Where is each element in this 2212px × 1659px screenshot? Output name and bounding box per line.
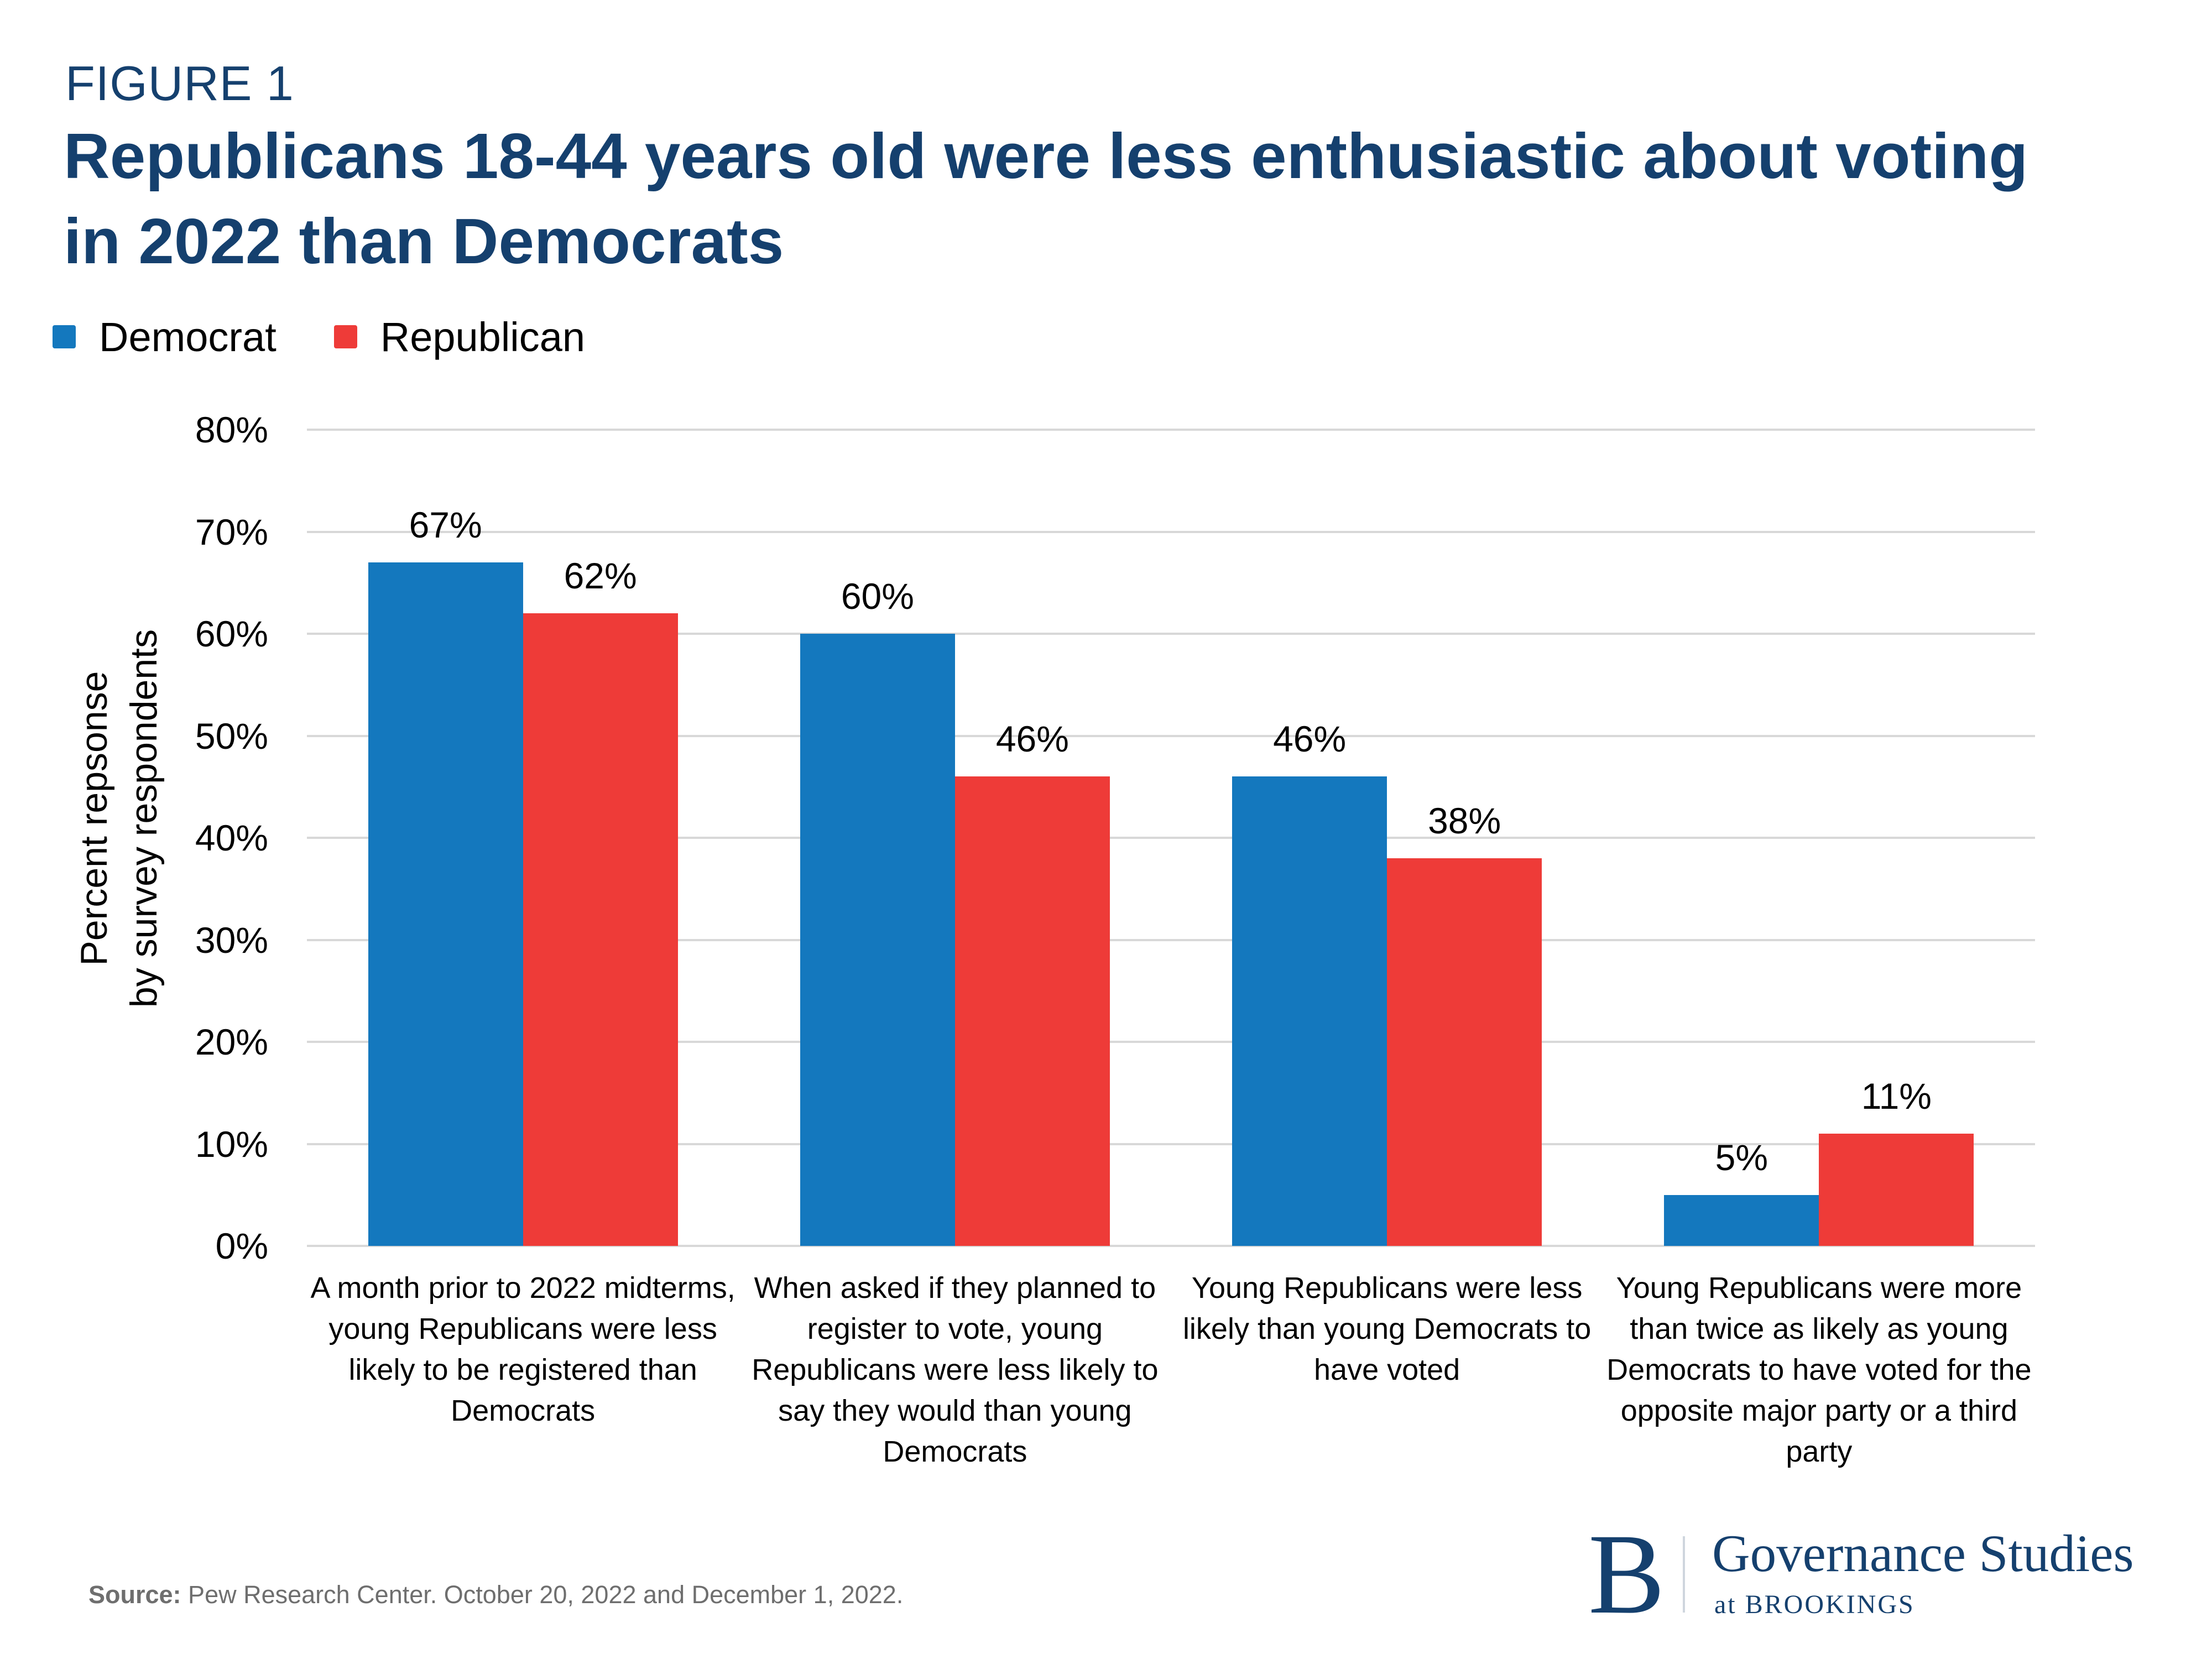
bar-republican (523, 613, 678, 1246)
bar-value-label-republican: 11% (1861, 1076, 1932, 1117)
category-label: When asked if they planned to register t… (752, 1271, 1159, 1468)
legend-label-democrat: Democrat (99, 314, 276, 360)
chart-title: Republicans 18-44 years old were less en… (64, 113, 2028, 284)
bar-republican (954, 776, 1110, 1246)
y-tick-label-20: 20% (195, 1021, 268, 1062)
legend-item-republican: Republican (333, 314, 586, 361)
bar-value-label-democrat: 5% (1715, 1136, 1768, 1178)
bar-democrat (800, 634, 955, 1246)
gridline-40 (307, 837, 2035, 839)
category-label: Young Republicans were less likely than … (1182, 1271, 1592, 1386)
y-tick-label-10: 10% (195, 1123, 268, 1165)
democrat-swatch-icon (53, 325, 76, 348)
y-tick-label-30: 30% (195, 919, 268, 961)
brookings-b-logo-icon: B (1588, 1510, 1665, 1637)
bar-value-label-republican: 46% (995, 718, 1069, 760)
bar-republican (1819, 1134, 1974, 1246)
y-tick-label-70: 70% (195, 511, 268, 552)
chart-title-line-2: in 2022 than Democrats (64, 205, 784, 277)
legend-label-republican: Republican (380, 314, 586, 360)
gridline-0 (307, 1245, 2035, 1247)
y-tick-label-40: 40% (195, 817, 268, 858)
source-label: Source: (88, 1580, 181, 1609)
legend-item-democrat: Democrat (53, 314, 276, 361)
bar-democrat (1664, 1194, 1819, 1246)
bar-value-label-democrat: 67% (409, 504, 482, 545)
gridline-70 (307, 530, 2035, 533)
y-tick-label-50: 50% (195, 715, 268, 757)
category-label: Young Republicans were more than twice a… (1606, 1271, 2032, 1468)
republican-swatch-icon (333, 325, 357, 348)
gridline-20 (307, 1041, 2035, 1043)
source-text: Pew Research Center. October 20, 2022 an… (181, 1580, 904, 1609)
logo-divider (1683, 1536, 1685, 1613)
gridline-50 (307, 734, 2035, 737)
category-label: A month prior to 2022 midterms, young Re… (310, 1271, 735, 1427)
bar-democrat (1232, 776, 1387, 1246)
bar-republican (1387, 858, 1542, 1246)
logo-governance-studies: Governance Studies (1712, 1524, 2134, 1583)
gridline-10 (307, 1142, 2035, 1145)
logo-at-brookings: at BROOKINGS (1714, 1590, 1915, 1619)
bar-value-label-democrat: 60% (841, 576, 914, 617)
bar-value-label-democrat: 46% (1273, 718, 1347, 760)
gridline-30 (307, 938, 2035, 941)
bar-value-label-republican: 38% (1428, 800, 1501, 841)
y-tick-label-60: 60% (195, 613, 268, 654)
y-tick-label-0: 0% (215, 1225, 268, 1266)
legend: Democrat Republican (53, 313, 585, 361)
figure-label: FIGURE 1 (65, 56, 294, 111)
bar-democrat (368, 562, 523, 1246)
gridline-60 (307, 633, 2035, 635)
chart-title-line-1: Republicans 18-44 years old were less en… (64, 120, 2028, 192)
bar-value-label-republican: 62% (564, 555, 637, 597)
source-note: Source: Pew Research Center. October 20,… (88, 1580, 903, 1609)
y-tick-label-80: 80% (195, 409, 268, 450)
gridline-80 (307, 429, 2035, 431)
